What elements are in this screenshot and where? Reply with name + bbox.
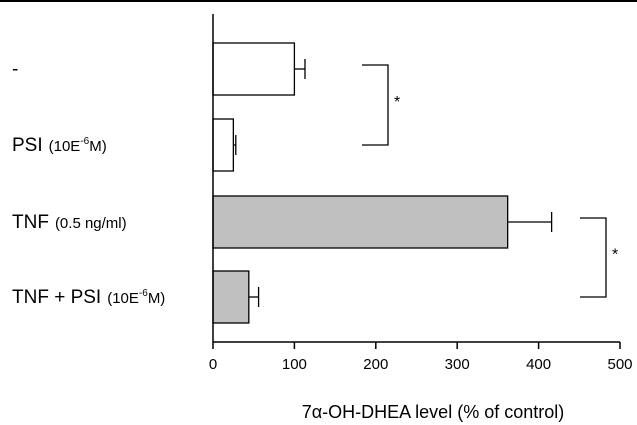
significance-label: * xyxy=(394,94,400,111)
bar xyxy=(212,42,296,96)
category-name: PSI xyxy=(12,135,43,156)
category-superscript: -6 xyxy=(139,288,148,299)
x-tick-label: 400 xyxy=(526,356,551,373)
category-name: TNF xyxy=(12,212,49,233)
x-tick-label: 300 xyxy=(445,356,470,373)
category-annotation-end: M) xyxy=(148,290,166,307)
bar xyxy=(212,195,509,249)
category-labels: -PSI (10E-6M)TNF (0.5 ng/ml)TNF + PSI (10E-… xyxy=(12,59,165,308)
category-name: - xyxy=(12,59,18,80)
category-label: PSI (10E-6M) xyxy=(12,135,107,156)
top-rule xyxy=(0,0,637,2)
bar xyxy=(212,270,250,324)
category-annotation: (0.5 ng/ml) xyxy=(55,215,127,232)
category-label: - xyxy=(12,59,18,80)
x-axis: 0 100 200 300 400 500 xyxy=(209,14,633,373)
x-tick-label: 100 xyxy=(282,356,307,373)
x-tick-label: 0 xyxy=(209,356,217,373)
category-label: TNF + PSI (10E-6M) xyxy=(12,287,165,308)
x-tick-label: 500 xyxy=(607,356,632,373)
category-annotation: (10E xyxy=(49,138,81,155)
category-annotation: (10E xyxy=(107,290,139,307)
significance-brackets: ** xyxy=(362,64,618,298)
category-annotation-end: M) xyxy=(89,138,107,155)
x-tick-label: 200 xyxy=(363,356,388,373)
bar xyxy=(212,118,235,172)
category-label: TNF (0.5 ng/ml) xyxy=(12,212,127,233)
x-axis-title: 7α-OH-DHEA level (% of control) xyxy=(302,402,564,422)
significance-bracket xyxy=(362,64,389,146)
bars-layer xyxy=(212,42,553,324)
category-name: TNF + PSI xyxy=(12,287,101,308)
category-superscript: -6 xyxy=(80,136,89,147)
significance-label: * xyxy=(612,247,618,264)
significance-bracket xyxy=(580,217,607,298)
